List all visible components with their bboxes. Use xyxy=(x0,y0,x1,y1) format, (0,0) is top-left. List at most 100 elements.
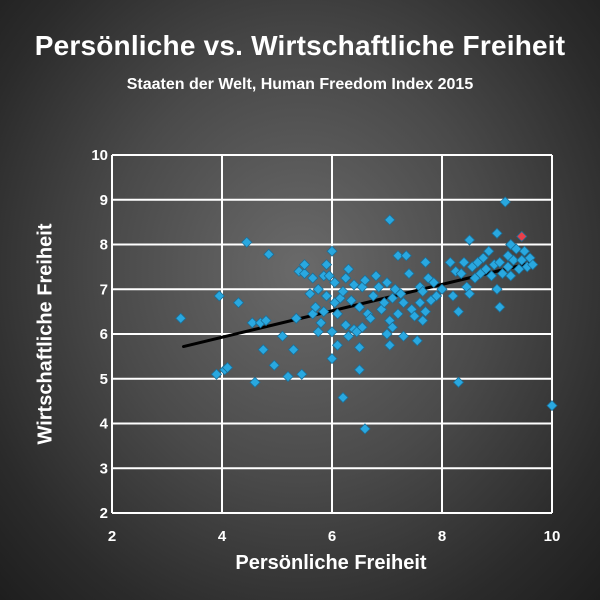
data-point xyxy=(447,290,459,302)
data-point xyxy=(342,330,355,342)
y-tick-label: 9 xyxy=(100,192,108,209)
y-axis-label: Wirtschaftliche Freiheit xyxy=(34,223,57,445)
y-tick-label: 5 xyxy=(100,371,108,388)
data-point xyxy=(331,308,344,320)
data-point xyxy=(386,321,399,333)
data-point xyxy=(282,370,294,383)
data-point xyxy=(326,353,338,365)
data-point xyxy=(463,234,476,246)
y-tick-label: 8 xyxy=(100,237,108,254)
data-point xyxy=(428,276,440,289)
data-point xyxy=(298,259,311,271)
data-point xyxy=(408,310,421,322)
grid xyxy=(111,154,553,514)
data-point xyxy=(348,279,360,291)
data-point xyxy=(241,236,253,248)
data-point xyxy=(353,341,366,353)
data-point xyxy=(491,283,503,295)
data-point xyxy=(452,376,465,388)
data-point xyxy=(263,248,275,260)
data-point xyxy=(505,270,517,282)
data-point xyxy=(356,321,368,333)
data-point xyxy=(463,288,476,300)
data-point xyxy=(323,270,335,282)
x-axis-label: Persönliche Freiheit xyxy=(235,552,427,574)
y-tick-label: 10 xyxy=(91,147,108,164)
data-point xyxy=(499,196,511,208)
data-point xyxy=(307,272,319,284)
data-point xyxy=(452,306,465,318)
data-point xyxy=(312,283,324,295)
data-point xyxy=(359,274,371,286)
data-point xyxy=(496,268,509,280)
data-point xyxy=(318,306,330,318)
data-point xyxy=(320,259,333,271)
data-point xyxy=(480,263,492,275)
data-point xyxy=(353,364,366,376)
data-point xyxy=(485,270,498,282)
data-point xyxy=(444,256,456,268)
data-point xyxy=(417,315,429,327)
x-tick-label: 10 xyxy=(544,528,561,545)
data-point xyxy=(210,368,223,380)
data-point xyxy=(458,256,470,268)
data-point xyxy=(384,214,396,226)
data-point xyxy=(315,317,327,329)
data-point xyxy=(414,297,426,309)
data-point xyxy=(326,326,338,338)
data-point xyxy=(296,368,308,380)
data-point xyxy=(381,328,393,340)
y-tick-label: 4 xyxy=(100,416,109,433)
data-point xyxy=(419,256,432,268)
data-point xyxy=(345,294,357,307)
data-point xyxy=(397,330,410,342)
data-point xyxy=(260,315,272,327)
data-point xyxy=(337,391,349,404)
data-point xyxy=(276,330,289,342)
data-point xyxy=(309,301,322,313)
data-point xyxy=(326,245,338,257)
data-point xyxy=(455,268,467,280)
data-point xyxy=(340,272,352,284)
data-point xyxy=(483,245,495,257)
data-point xyxy=(213,290,225,302)
data-point xyxy=(518,245,531,257)
data-point xyxy=(268,359,280,371)
x-tick-label: 8 xyxy=(438,528,446,545)
data-point xyxy=(373,281,385,293)
data-point xyxy=(392,308,404,320)
highlighted-data-point xyxy=(516,230,528,243)
chart-title: Persönliche vs. Wirtschaftliche Freiheit xyxy=(34,30,566,61)
data-point xyxy=(353,301,366,313)
data-point xyxy=(510,243,522,255)
y-tick-label: 3 xyxy=(100,460,108,477)
data-point xyxy=(331,339,344,351)
data-point xyxy=(359,423,371,435)
data-point xyxy=(395,288,407,300)
data-point xyxy=(340,319,352,331)
data-point xyxy=(381,276,393,289)
data-point xyxy=(246,317,258,329)
data-point xyxy=(403,268,415,280)
data-point xyxy=(364,312,377,324)
data-point xyxy=(417,285,429,298)
data-point xyxy=(304,288,316,300)
y-tick-label: 6 xyxy=(100,326,108,343)
data-point xyxy=(527,259,539,271)
data-point xyxy=(400,250,412,262)
data-point xyxy=(320,290,333,302)
data-point xyxy=(419,306,432,318)
tick-labels: 2 4 6 8 10 2 3 4 5 6 7 8 9 10 xyxy=(91,147,560,545)
data-point xyxy=(221,361,234,374)
data-point xyxy=(367,290,379,302)
data-point xyxy=(494,301,506,313)
data-point xyxy=(494,256,506,268)
data-point xyxy=(397,297,410,309)
y-tick-label: 2 xyxy=(100,505,108,522)
data-point xyxy=(411,335,423,347)
data-point xyxy=(436,283,448,295)
data-point xyxy=(257,344,269,356)
data-point xyxy=(384,339,396,351)
y-tick-label: 7 xyxy=(100,281,108,298)
